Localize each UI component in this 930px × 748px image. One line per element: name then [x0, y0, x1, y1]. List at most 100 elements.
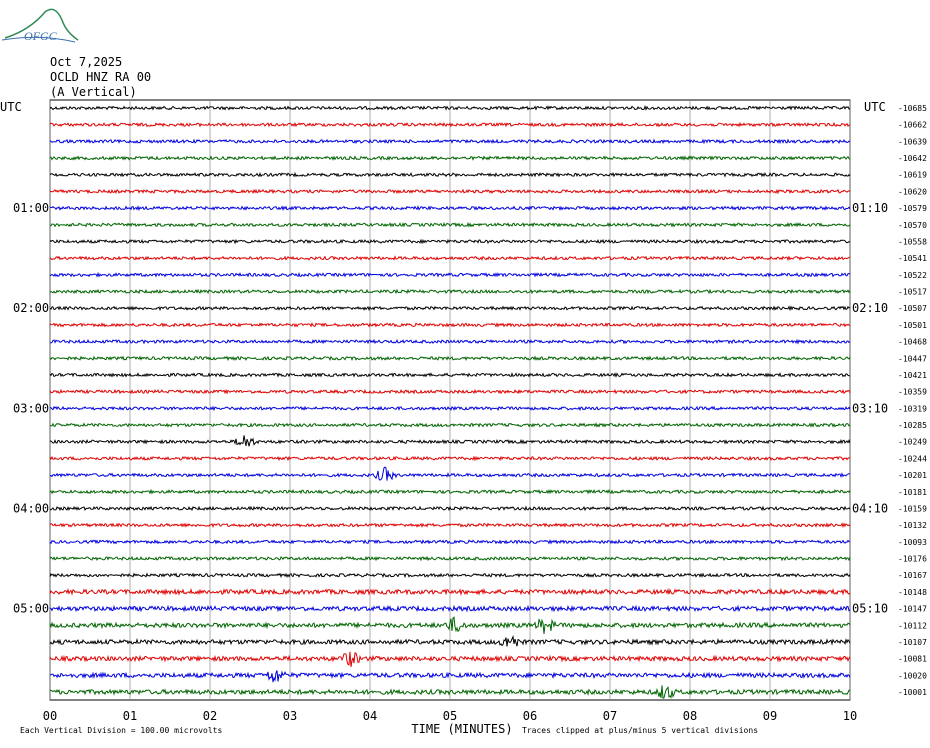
trace [49, 271, 851, 278]
trace-label: -10541 [898, 254, 927, 263]
x-tick-label: 00 [43, 709, 57, 723]
trace [49, 505, 851, 512]
trace [49, 355, 851, 362]
trace-label: -10081 [898, 655, 927, 664]
component: (A Vertical) [50, 85, 137, 99]
trace [49, 555, 851, 562]
right-time-label: 03:10 [852, 401, 888, 415]
trace-label: -10159 [898, 504, 927, 513]
trace-label: -10201 [898, 471, 927, 480]
trace-label: -10001 [898, 688, 927, 697]
x-tick-label: 01 [123, 709, 137, 723]
trace-label: -10176 [898, 555, 927, 564]
x-tick-label: 09 [763, 709, 777, 723]
x-tick-label: 05 [443, 709, 457, 723]
trace-label: -10642 [898, 154, 927, 163]
trace-label: -10620 [898, 187, 927, 196]
trace-label: -10359 [898, 388, 927, 397]
trace [49, 255, 851, 262]
trace [49, 305, 851, 312]
trace [49, 635, 851, 647]
trace [49, 405, 851, 412]
trace [49, 435, 851, 447]
trace [49, 466, 850, 481]
x-tick-label: 03 [283, 709, 297, 723]
trace-label: -10132 [898, 521, 927, 530]
trace-label: -10148 [898, 588, 927, 597]
trace-label: -10093 [898, 538, 927, 547]
trace [49, 288, 851, 295]
date: Oct 7,2025 [50, 55, 122, 69]
x-tick-label: 10 [843, 709, 857, 723]
right-time-label: 04:10 [852, 501, 888, 515]
trace-label: -10421 [898, 371, 927, 380]
trace-label: -10147 [898, 605, 927, 614]
trace-label: -10249 [898, 438, 927, 447]
trace [49, 572, 851, 578]
trace [49, 171, 851, 178]
left-time-label: 02:00 [13, 301, 49, 315]
trace-label: -10522 [898, 271, 927, 280]
trace [49, 616, 851, 634]
trace-label: -10020 [898, 671, 927, 680]
logo-text: OFGC [24, 29, 58, 43]
trace [49, 422, 851, 428]
trace [49, 372, 851, 379]
trace [49, 455, 851, 462]
left-time-label: 04:00 [13, 501, 49, 515]
trace [49, 522, 851, 529]
x-tick-label: 07 [603, 709, 617, 723]
trace [49, 238, 851, 245]
trace-label: -10107 [898, 638, 927, 647]
trace-label: -10517 [898, 288, 927, 297]
trace-label: -10447 [898, 354, 927, 363]
logo: OFGC [1, 8, 79, 43]
trace-label: -10507 [898, 304, 927, 313]
trace [49, 138, 851, 145]
right-time-label: 02:10 [852, 301, 888, 315]
left-time-label: 01:00 [13, 201, 49, 215]
x-tick-label: 08 [683, 709, 697, 723]
trace [49, 322, 851, 328]
trace [49, 188, 851, 195]
trace-label: -10639 [898, 137, 927, 146]
trace [49, 388, 851, 395]
trace-label: -10167 [898, 571, 927, 580]
trace-label: -10244 [898, 454, 927, 463]
right-time-label: 05:10 [852, 602, 888, 616]
trace [49, 104, 851, 111]
trace [49, 121, 851, 128]
trace [49, 604, 851, 613]
trace-label: -10181 [898, 488, 927, 497]
right-time-label: 01:10 [852, 201, 888, 215]
x-tick-label: 02 [203, 709, 217, 723]
trace [49, 221, 851, 228]
trace-label: -10685 [898, 104, 927, 113]
trace-label: -10112 [898, 621, 927, 630]
left-time-label: 03:00 [13, 401, 49, 415]
station: OCLD HNZ RA 00 [50, 70, 151, 84]
trace [49, 670, 851, 683]
x-tick-label: 06 [523, 709, 537, 723]
trace [49, 587, 851, 597]
clip-note: Traces clipped at plus/minus 5 vertical … [522, 726, 758, 735]
left-axis-title: UTC [0, 100, 22, 114]
trace [49, 538, 851, 545]
right-axis-title: UTC [864, 100, 886, 114]
x-tick-label: 04 [363, 709, 377, 723]
trace-label: -10501 [898, 321, 927, 330]
trace [49, 488, 851, 495]
trace-label: -10558 [898, 237, 927, 246]
trace-label: -10468 [898, 338, 927, 347]
trace-label: -10570 [898, 221, 927, 230]
trace-label: -10319 [898, 404, 927, 413]
trace-label: -10285 [898, 421, 927, 430]
trace [49, 651, 851, 667]
trace [49, 685, 850, 699]
left-time-label: 05:00 [13, 602, 49, 616]
trace [50, 155, 851, 161]
trace-label: -10619 [898, 171, 927, 180]
trace [49, 338, 851, 345]
